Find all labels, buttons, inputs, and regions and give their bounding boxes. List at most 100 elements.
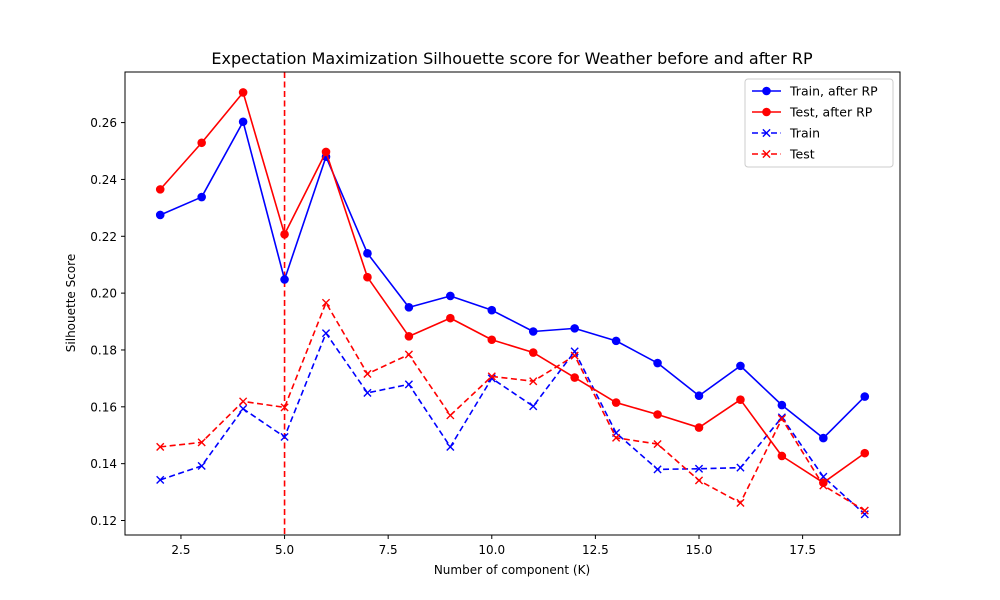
y-tick-label: 0.12 [90,514,117,528]
x-tick-label: 2.5 [171,543,190,557]
data-point [570,351,579,360]
data-point [736,395,745,405]
y-axis-label: Silhouette Score [64,254,78,352]
data-point [197,438,206,447]
x-tick-label: 17.5 [789,543,816,557]
data-point [238,117,248,127]
data-point [487,372,496,381]
legend-marker [762,128,771,138]
data-point [612,433,621,442]
data-point [777,413,786,422]
data-point [860,448,870,458]
data-point [694,423,704,432]
data-point [446,411,455,420]
data-point [819,478,828,488]
data-point [446,442,455,451]
data-point [860,506,869,515]
data-point [280,432,289,442]
data-point [819,472,828,481]
legend-marker [762,149,771,159]
data-point [736,463,745,472]
data-point [239,397,248,406]
data-point [529,402,538,411]
data-point [197,461,206,471]
data-point [280,275,289,284]
data-point [404,332,414,341]
legend-entry: Test [752,147,815,162]
data-point [653,439,662,449]
data-point [446,291,455,301]
data-point [819,433,828,443]
series-layer [155,72,870,535]
data-point [363,249,372,258]
data-point [529,377,538,386]
series-line [159,120,866,439]
data-point [404,350,413,359]
data-point [694,464,704,473]
legend-label: Test, after RP [789,105,873,120]
series-test-after-rp [155,88,870,488]
data-point [653,465,662,474]
data-point [404,380,413,389]
data-point [736,361,745,371]
data-point [694,476,704,485]
y-tick-label: 0.22 [90,230,117,244]
data-point [155,210,165,220]
x-tick-label: 12.5 [582,543,609,557]
data-point [860,510,869,519]
legend-marker [762,86,771,96]
y-tick-label: 0.26 [90,116,117,130]
data-point [321,329,331,338]
data-point [570,324,579,333]
data-point [280,403,289,412]
data-point [197,192,206,202]
legend-entry: Train [752,126,820,141]
data-point [239,404,248,413]
chart-title: Expectation Maximization Silhouette scor… [211,49,813,68]
data-point [321,298,331,307]
legend-marker [762,107,771,117]
data-point [487,335,497,345]
series-line [159,332,866,515]
data-point [487,305,497,315]
series-line [160,301,866,512]
data-point [860,392,870,401]
data-point [446,313,455,323]
data-point [404,303,414,312]
y-tick-label: 0.18 [90,343,117,357]
data-point [528,348,538,357]
data-point [155,185,165,194]
legend-label: Train [789,126,820,141]
x-axis-label: Number of component (K) [434,563,590,577]
data-point [238,88,248,97]
data-point [363,388,372,397]
data-point [736,498,745,507]
x-tick-label: 5.0 [275,543,294,557]
legend-label: Train, after RP [789,84,878,99]
axis-layer: 2.5 5.0 7.5 10.0 12.5 15.0 17.5 0.12 0.14 0.16 0.1… [90,71,901,557]
y-tick-label: 0.20 [90,287,117,301]
data-point [777,414,786,423]
legend-label: Test [789,147,815,162]
legend-entry: Train, after RP [752,84,878,99]
data-point [156,475,165,484]
data-point [197,138,206,148]
legend-entry: Test, after RP [752,105,873,120]
x-tick-label: 10.0 [478,543,505,557]
data-point [280,229,289,239]
y-tick-label: 0.14 [90,457,117,471]
data-point [156,442,165,451]
y-tick-label: 0.16 [90,400,117,414]
series-line [159,91,866,484]
x-tick-label: 7.5 [379,543,398,557]
data-point [777,451,787,461]
data-point [653,358,662,368]
plot-frame [124,71,901,536]
data-point [611,398,621,407]
data-point [363,272,372,282]
series-train-after-rp [155,117,870,443]
data-point [528,327,538,336]
data-point [777,400,787,410]
legend: Train, after RP Test, after RP Train Test [744,78,894,168]
